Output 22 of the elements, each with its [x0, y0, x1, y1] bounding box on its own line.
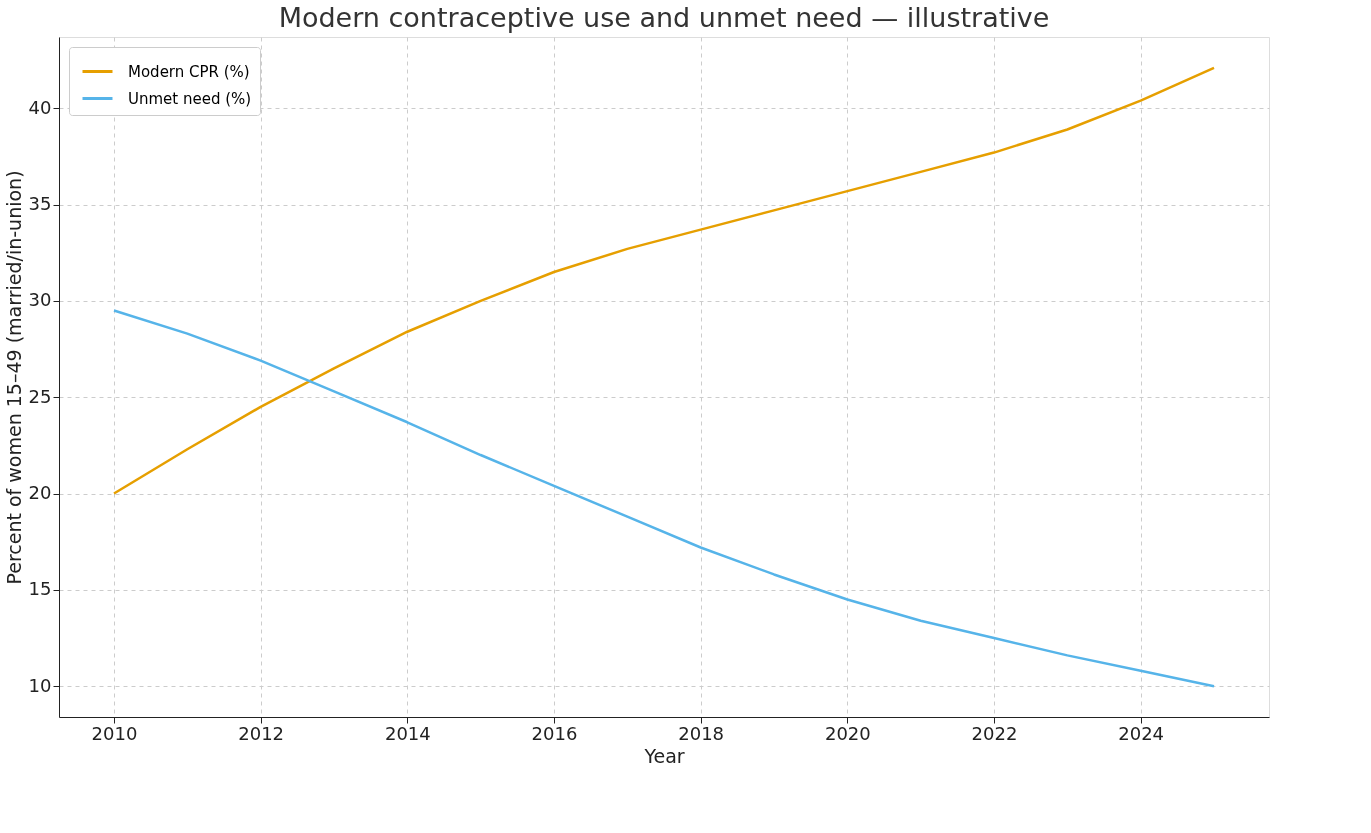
x-tick-label: 2012	[238, 722, 285, 744]
y-tick-label: 30	[28, 289, 52, 311]
x-tick-label: 2024	[1118, 722, 1165, 744]
legend-label: Modern CPR (%)	[128, 62, 250, 81]
x-tick-label: 2010	[91, 722, 138, 744]
y-tick-label: 40	[28, 96, 52, 118]
y-axis-title: Percent of women 15–49 (married/in-union)	[2, 170, 25, 585]
y-tick-label: 25	[28, 385, 52, 407]
x-tick-label: 2016	[531, 722, 578, 744]
x-tick-label: 2014	[384, 722, 431, 744]
y-tick-label: 15	[28, 578, 52, 600]
y-tick-label: 10	[28, 674, 52, 696]
x-tick-label: 2018	[678, 722, 725, 744]
y-tick-label: 35	[28, 193, 52, 215]
x-tick-label: 2022	[971, 722, 1018, 744]
chart-title: Modern contraceptive use and unmet need — illustrative	[278, 2, 1050, 33]
x-tick-label: 2020	[824, 722, 871, 744]
y-tick-label: 20	[28, 482, 52, 504]
x-axis-title: Year	[643, 744, 685, 767]
legend-label: Unmet need (%)	[128, 89, 252, 108]
line-series	[112, 66, 1216, 495]
line-series	[112, 309, 1216, 688]
